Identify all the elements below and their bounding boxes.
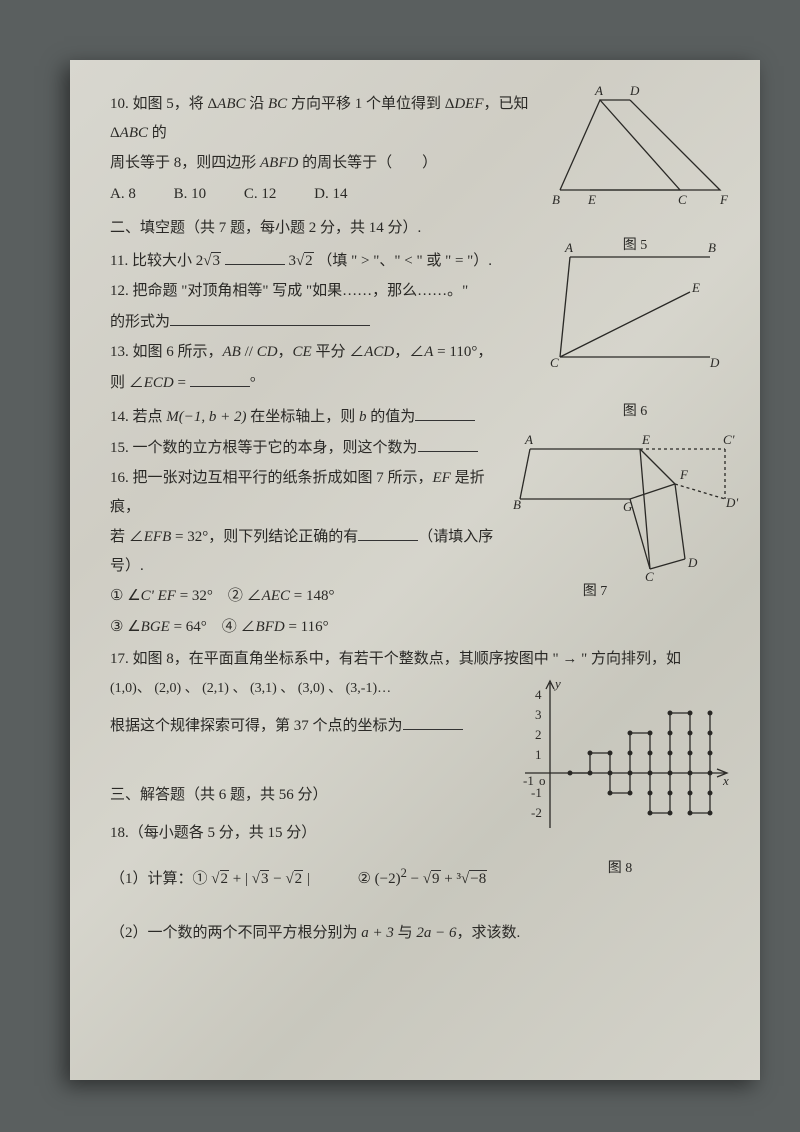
svg-text:C': C' <box>723 432 735 447</box>
svg-text:E: E <box>691 280 700 295</box>
svg-text:-2: -2 <box>531 805 542 820</box>
svg-text:F: F <box>679 467 689 482</box>
svg-text:A: A <box>564 240 573 255</box>
figure-6-label: 图 6 <box>540 399 730 426</box>
q11: 11. 比较大小 23 32 （填 " > "、" < " 或 " = "）. <box>110 247 530 276</box>
q15-blank <box>418 436 478 452</box>
q17-line1: 17. 如图 8，在平面直角坐标系中，有若干个整数点，其顺序按图中 " → " … <box>110 645 730 674</box>
q17-seq: (1,0)、 (2,0) 、 (2,1) 、 (3,1) 、 (3,0) 、 (… <box>110 676 490 703</box>
svg-text:A: A <box>524 432 533 447</box>
svg-text:G: G <box>623 499 633 514</box>
figure-7: A B C D E F G C' D' 图 7 <box>510 429 740 606</box>
q10-line1: 10. 如图 5，将 ΔABC 沿 BC 方向平移 1 个单位得到 ΔDEF，已… <box>110 90 530 147</box>
svg-text:2: 2 <box>535 727 542 742</box>
q13-blank <box>190 371 250 387</box>
figure-6: A B C D E 图 6 <box>540 237 730 426</box>
svg-text:B: B <box>552 192 560 207</box>
svg-text:C: C <box>550 355 559 370</box>
svg-text:D: D <box>629 83 640 98</box>
q16-line2: 若 ∠EFB = 32°，则下列结论正确的有（请填入序号）. <box>110 523 510 580</box>
q18-part2: （2）一个数的两个不同平方根分别为 a + 3 与 2a − 6，求该数. <box>110 919 730 948</box>
q15: 15. 一个数的立方根等于它的本身，则这个数为 <box>110 434 510 463</box>
svg-text:B: B <box>708 240 716 255</box>
exam-paper: 10. 如图 5，将 ΔABC 沿 BC 方向平移 1 个单位得到 ΔDEF，已… <box>70 60 760 1080</box>
svg-text:x: x <box>722 773 729 788</box>
svg-text:D: D <box>687 555 698 570</box>
q11-blank <box>225 249 285 265</box>
q10-optD: D. 14 <box>314 180 347 209</box>
q10-optA: A. 8 <box>110 180 136 209</box>
svg-text:-1: -1 <box>523 773 534 788</box>
svg-text:F: F <box>719 192 729 207</box>
svg-text:y: y <box>553 676 561 691</box>
figure-5: A D B E C F 图 5 <box>530 80 740 259</box>
q13-line1: 13. 如图 6 所示，AB // CD，CE 平分 ∠ACD，∠A = 110… <box>110 338 530 367</box>
svg-text:3: 3 <box>535 707 542 722</box>
figure-8-label: 图 8 <box>505 856 735 883</box>
q10-optB: B. 10 <box>174 180 207 209</box>
q12-blank <box>170 310 370 326</box>
q16-opts-3-4: ③ ∠BGE = 64° ④ ∠BFD = 116° <box>110 613 510 642</box>
q17-line3: 根据这个规律探索可得，第 37 个点的坐标为 <box>110 712 490 741</box>
svg-text:4: 4 <box>535 687 542 702</box>
svg-text:C: C <box>645 569 654 584</box>
svg-text:E: E <box>641 432 650 447</box>
svg-text:1: 1 <box>535 747 542 762</box>
q14-blank <box>415 405 475 421</box>
svg-text:D: D <box>709 355 720 370</box>
q12-line2: 的形式为 <box>110 308 530 337</box>
figure-8: y x o 4 3 2 1 -1 -2 -1 图 8 <box>505 673 735 882</box>
svg-text:D': D' <box>725 495 738 510</box>
q16-line1: 16. 把一张对边互相平行的纸条折成如图 7 所示，EF 是折痕， <box>110 464 510 521</box>
q12-line1: 12. 把命题 "对顶角相等" 写成 "如果……，那么……。" <box>110 277 530 306</box>
q16-blank <box>358 525 418 541</box>
q10-optC: C. 12 <box>244 180 277 209</box>
q17-blank <box>403 714 463 730</box>
svg-text:C: C <box>678 192 687 207</box>
svg-text:A: A <box>594 83 603 98</box>
q10-options: A. 8 B. 10 C. 12 D. 14 <box>110 180 530 209</box>
q10-line2: 周长等于 8，则四边形 ABFD 的周长等于（ ） <box>110 149 530 178</box>
svg-text:E: E <box>587 192 596 207</box>
svg-text:B: B <box>513 497 521 512</box>
q13-line2: 则 ∠ECD = ° <box>110 369 530 398</box>
